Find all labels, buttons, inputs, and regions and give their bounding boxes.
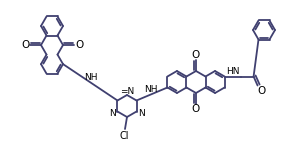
Text: =N: =N [120,86,134,95]
Text: O: O [21,40,29,50]
Text: O: O [192,104,200,114]
Text: Cl: Cl [119,131,129,141]
Text: O: O [257,85,266,95]
Text: NH: NH [144,85,158,94]
Text: NH: NH [85,73,98,82]
Text: O: O [75,40,83,50]
Text: N: N [109,109,116,118]
Text: HN: HN [226,67,239,76]
Text: O: O [192,50,200,60]
Text: N: N [138,109,145,118]
